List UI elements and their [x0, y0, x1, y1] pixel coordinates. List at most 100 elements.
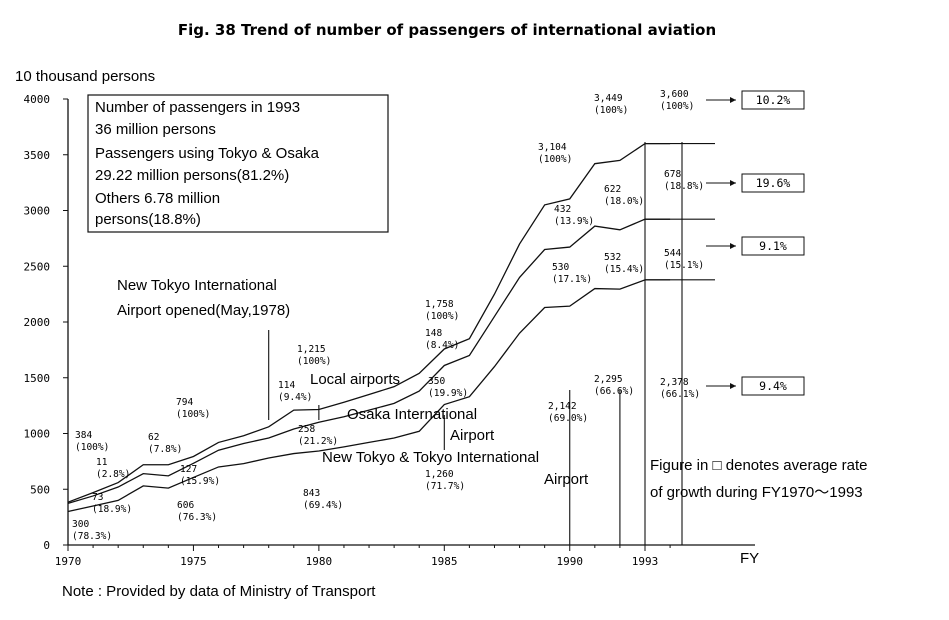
data-label-value: 2,295	[594, 374, 623, 385]
data-label-value: 3,449	[594, 93, 623, 104]
annotation-osaka: Airport	[450, 427, 495, 444]
data-label-value: 1,215	[297, 344, 326, 355]
data-label-value: 114	[278, 380, 295, 391]
data-label-value: 678	[664, 169, 681, 180]
data-label-percent: (15.9%)	[180, 476, 220, 487]
data-label-percent: (17.1%)	[552, 274, 592, 285]
data-label-value: 432	[554, 204, 571, 215]
data-label-percent: (7.8%)	[148, 444, 182, 455]
data-label-value: 300	[72, 519, 89, 530]
y-axis-label: 10 thousand persons	[15, 68, 155, 85]
growth-arrowhead	[730, 243, 736, 249]
legend-note: of growth during FY1970～1993	[650, 484, 863, 501]
data-label-percent: (100%)	[176, 409, 210, 420]
data-label-percent: (100%)	[660, 101, 694, 112]
data-label-percent: (76.3%)	[177, 512, 217, 523]
data-label-value: 622	[604, 184, 621, 195]
annotation-airport-opened: New Tokyo International	[117, 277, 277, 294]
series-lines	[67, 142, 671, 513]
data-label-value: 843	[303, 488, 320, 499]
data-label-value: 606	[177, 500, 194, 511]
data-label-percent: (69.4%)	[303, 500, 343, 511]
info-line: 29.22 million persons(81.2%)	[95, 167, 289, 184]
data-label-value: 794	[176, 397, 193, 408]
data-label-value: 350	[428, 376, 445, 387]
y-tick-label: 3000	[24, 205, 51, 218]
data-label-value: 3,600	[660, 89, 689, 100]
data-labels: 384(100%)11(2.8%)73(18.9%)300(78.3%)62(7…	[72, 89, 704, 542]
data-label-percent: (19.9%)	[428, 388, 468, 399]
data-label-percent: (18.8%)	[664, 181, 704, 192]
annotation-tokyo: New Tokyo & Tokyo International	[322, 449, 539, 466]
growth-rate-label: 9.1%	[759, 239, 787, 253]
growth-box	[741, 173, 805, 193]
growth-box	[741, 376, 805, 396]
data-label-value: 1,758	[425, 299, 454, 310]
data-label-value: 1,260	[425, 469, 454, 480]
data-label-percent: (15.4%)	[604, 264, 644, 275]
series-line-0	[67, 279, 671, 513]
info-line: Passengers using Tokyo & Osaka	[95, 145, 320, 162]
data-label-percent: (69.0%)	[548, 413, 588, 424]
data-label-value: 258	[298, 424, 315, 435]
data-label-value: 127	[180, 464, 197, 475]
x-tick-label: 1980	[306, 555, 333, 568]
data-label-percent: (100%)	[594, 105, 628, 116]
y-tick-label: 1500	[24, 372, 51, 385]
x-tick-label: 1990	[556, 555, 583, 568]
y-tick-label: 4000	[24, 93, 51, 106]
annotation-tokyo: Airport	[544, 471, 589, 488]
x-axis-label: FY	[740, 550, 759, 567]
data-label-value: 2,142	[548, 401, 577, 412]
data-label-percent: (15.1%)	[664, 260, 704, 271]
data-label-percent: (100%)	[425, 311, 459, 322]
x-tick-label: 1975	[180, 555, 207, 568]
growth-arrowhead	[730, 97, 736, 103]
growth-box	[741, 90, 805, 110]
y-tick-label: 2000	[24, 316, 51, 329]
data-label-percent: (9.4%)	[278, 392, 312, 403]
chart-title: Fig. 38 Trend of number of passengers of…	[178, 21, 716, 39]
annotation-osaka: Osaka International	[347, 406, 477, 423]
data-label-percent: (66.6%)	[594, 386, 634, 397]
annotation-airport-opened: Airport opened(May,1978)	[117, 302, 290, 319]
markers	[268, 142, 715, 545]
growth-rate-label: 9.4%	[759, 379, 787, 393]
series-line-1	[67, 218, 671, 505]
data-label-percent: (100%)	[75, 442, 109, 453]
data-label-percent: (2.8%)	[96, 469, 130, 480]
y-tick-label: 500	[30, 483, 50, 496]
data-label-value: 2,378	[660, 377, 689, 388]
y-tick-label: 2500	[24, 260, 51, 273]
data-label-value: 3,104	[538, 142, 567, 153]
info-box	[87, 94, 389, 233]
info-line: 36 million persons	[95, 121, 216, 138]
y-tick-label: 3500	[24, 149, 51, 162]
info-line: persons(18.8%)	[95, 211, 201, 228]
data-label-value: 532	[604, 252, 621, 263]
data-label-value: 11	[96, 457, 108, 468]
y-tick-label: 0	[43, 539, 50, 552]
data-label-percent: (100%)	[538, 154, 572, 165]
growth-rates: 10.2% 19.6% 9.1% 9.4%	[706, 90, 805, 396]
growth-arrowhead	[730, 383, 736, 389]
source-note: Note : Provided by data of Ministry of T…	[62, 583, 376, 600]
growth-box	[741, 236, 805, 256]
data-label-percent: (21.2%)	[298, 436, 338, 447]
data-label-value: 148	[425, 328, 442, 339]
annotation-local-airports: Local airports	[310, 371, 400, 388]
data-label-value: 73	[92, 492, 103, 503]
data-label-value: 544	[664, 248, 681, 259]
data-label-value: 62	[148, 432, 159, 443]
x-tick-label: 1970	[55, 555, 82, 568]
data-label-percent: (66.1%)	[660, 389, 700, 400]
data-label-percent: (71.7%)	[425, 481, 465, 492]
data-label-percent: (100%)	[297, 356, 331, 367]
data-label-percent: (18.9%)	[92, 504, 132, 515]
data-label-value: 384	[75, 430, 92, 441]
x-tick-label: 1993	[632, 555, 659, 568]
data-label-percent: (8.4%)	[425, 340, 459, 351]
growth-rate-label: 19.6%	[756, 176, 791, 190]
info-line: Others 6.78 million	[95, 190, 220, 207]
